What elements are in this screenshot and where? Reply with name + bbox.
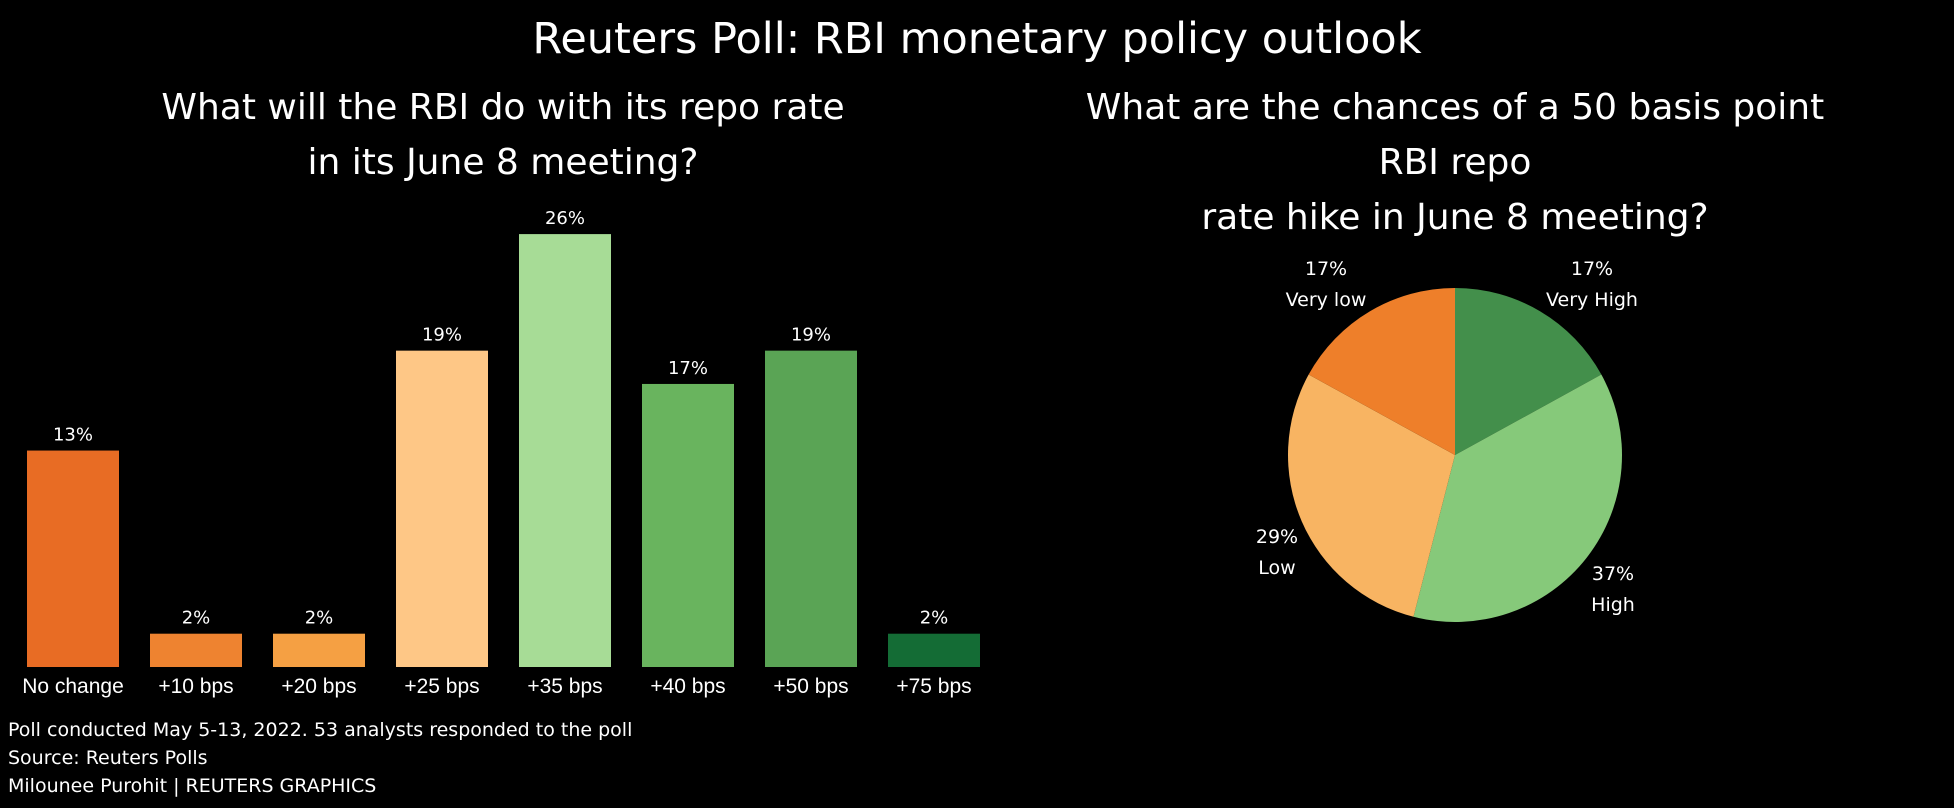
bar-chart-title-line: What will the RBI do with its repo rate <box>161 87 845 128</box>
category-label: +75 bps <box>896 675 971 698</box>
category-label: +25 bps <box>404 675 479 698</box>
pie-value-label: 29% <box>1256 526 1298 548</box>
category-label: +10 bps <box>158 675 233 698</box>
pie-slice-label: Very High <box>1546 289 1638 311</box>
bar <box>519 234 611 667</box>
pie-chart-title-line: rate hike in June 8 meeting? <box>1201 197 1709 238</box>
bar-value-label: 2% <box>182 608 211 629</box>
bar-value-label: 26% <box>545 208 585 229</box>
pie-slice <box>1413 374 1623 623</box>
bar-value-label: 19% <box>791 325 831 346</box>
bar <box>273 633 365 667</box>
bar-value-label: 19% <box>422 325 462 346</box>
bar <box>642 383 734 667</box>
category-label: +50 bps <box>773 675 848 698</box>
pie-chart-title: What are the chances of a 50 basis point… <box>1055 80 1855 245</box>
pie-chart-title-line: What are the chances of a 50 basis point… <box>1085 87 1825 183</box>
bar-chart-title-line: in its June 8 meeting? <box>307 142 699 183</box>
bar <box>888 633 980 667</box>
bar-value-label: 17% <box>668 358 708 379</box>
bar-chart-title: What will the RBI do with its repo rate … <box>103 80 903 190</box>
bar-value-label: 2% <box>305 608 334 629</box>
bar <box>27 450 119 667</box>
pie-value-label: 17% <box>1305 258 1347 280</box>
pie-slice <box>1288 374 1455 617</box>
bar <box>150 633 242 667</box>
bar <box>765 350 857 667</box>
footer: Poll conducted May 5-13, 2022. 53 analys… <box>8 716 632 800</box>
poll-note: Poll conducted May 5-13, 2022. 53 analys… <box>8 719 633 741</box>
pie-slice-label: Very low <box>1286 289 1367 311</box>
pie-slice <box>1308 288 1455 455</box>
category-label: +35 bps <box>527 675 602 698</box>
bar-value-label: 2% <box>920 608 949 629</box>
main-title: Reuters Poll: RBI monetary policy outloo… <box>532 14 1422 64</box>
pie-slice-label: High <box>1591 594 1635 616</box>
category-label: No change <box>22 675 124 698</box>
credit-note: Milounee Purohit | REUTERS GRAPHICS <box>8 775 377 797</box>
pie-slice-label: Low <box>1258 557 1295 579</box>
pie-slice <box>1455 288 1602 455</box>
bar-value-label: 13% <box>53 425 93 446</box>
category-label: +40 bps <box>650 675 725 698</box>
category-label: +20 bps <box>281 675 356 698</box>
source-note: Source: Reuters Polls <box>8 747 208 769</box>
pie-value-label: 17% <box>1571 258 1613 280</box>
bar <box>396 350 488 667</box>
pie-value-label: 37% <box>1592 563 1634 585</box>
